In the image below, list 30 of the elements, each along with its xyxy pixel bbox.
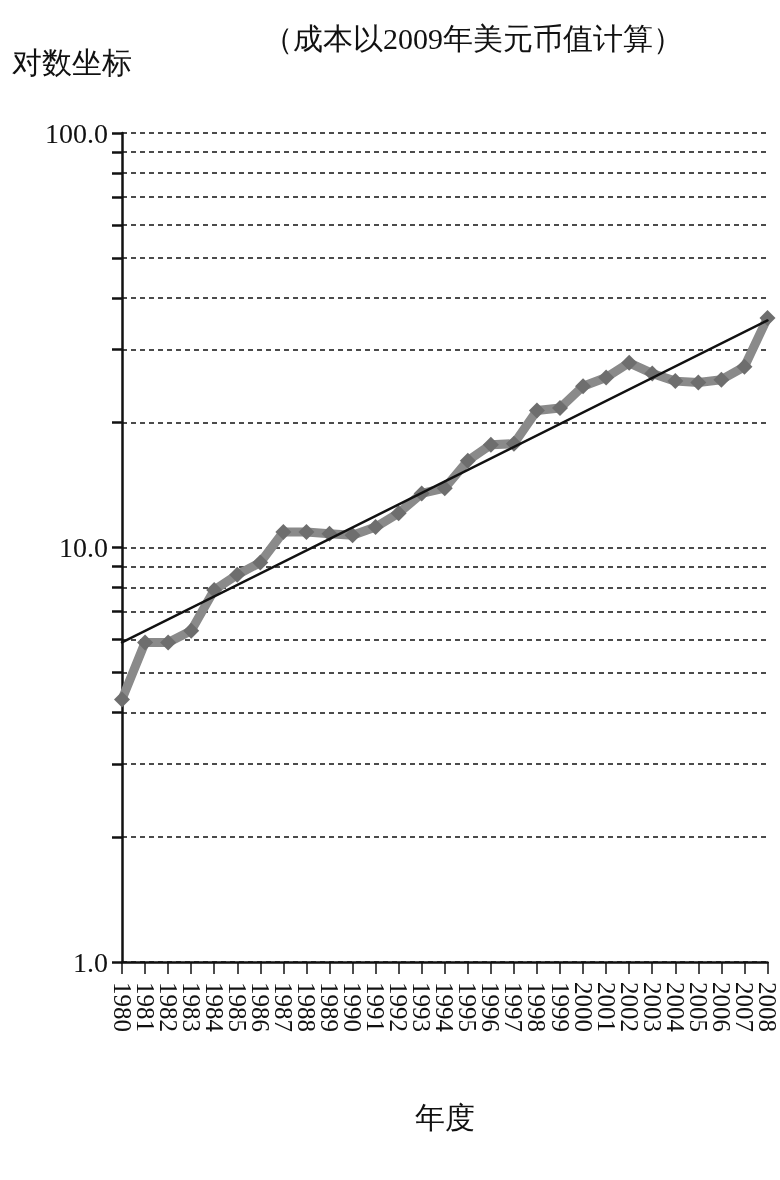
point <box>160 634 177 651</box>
point <box>598 369 615 386</box>
point <box>759 309 776 326</box>
point <box>275 523 292 540</box>
chart-title: （成本以2009年美元币值计算） <box>263 21 683 55</box>
y-tick-label: 1.0 <box>73 946 108 978</box>
point <box>713 371 730 388</box>
point <box>436 480 453 497</box>
point <box>390 505 407 522</box>
point <box>667 373 684 390</box>
point <box>459 452 476 469</box>
y-tick-label: 10.0 <box>59 532 108 563</box>
point <box>482 436 499 453</box>
point <box>528 402 545 419</box>
point <box>621 354 638 371</box>
point <box>183 622 200 639</box>
point <box>575 378 592 395</box>
point <box>344 527 361 544</box>
y-axis-title: 对数坐标 <box>12 45 132 79</box>
point <box>114 691 130 708</box>
point <box>229 566 246 583</box>
point <box>298 523 315 540</box>
point <box>137 634 154 651</box>
point <box>252 554 269 571</box>
x-axis-title: 年度 <box>414 1100 475 1134</box>
y-tick-label: 100.0 <box>45 117 108 149</box>
point <box>690 374 707 391</box>
point <box>552 400 569 417</box>
point <box>736 358 753 375</box>
point <box>367 519 384 536</box>
